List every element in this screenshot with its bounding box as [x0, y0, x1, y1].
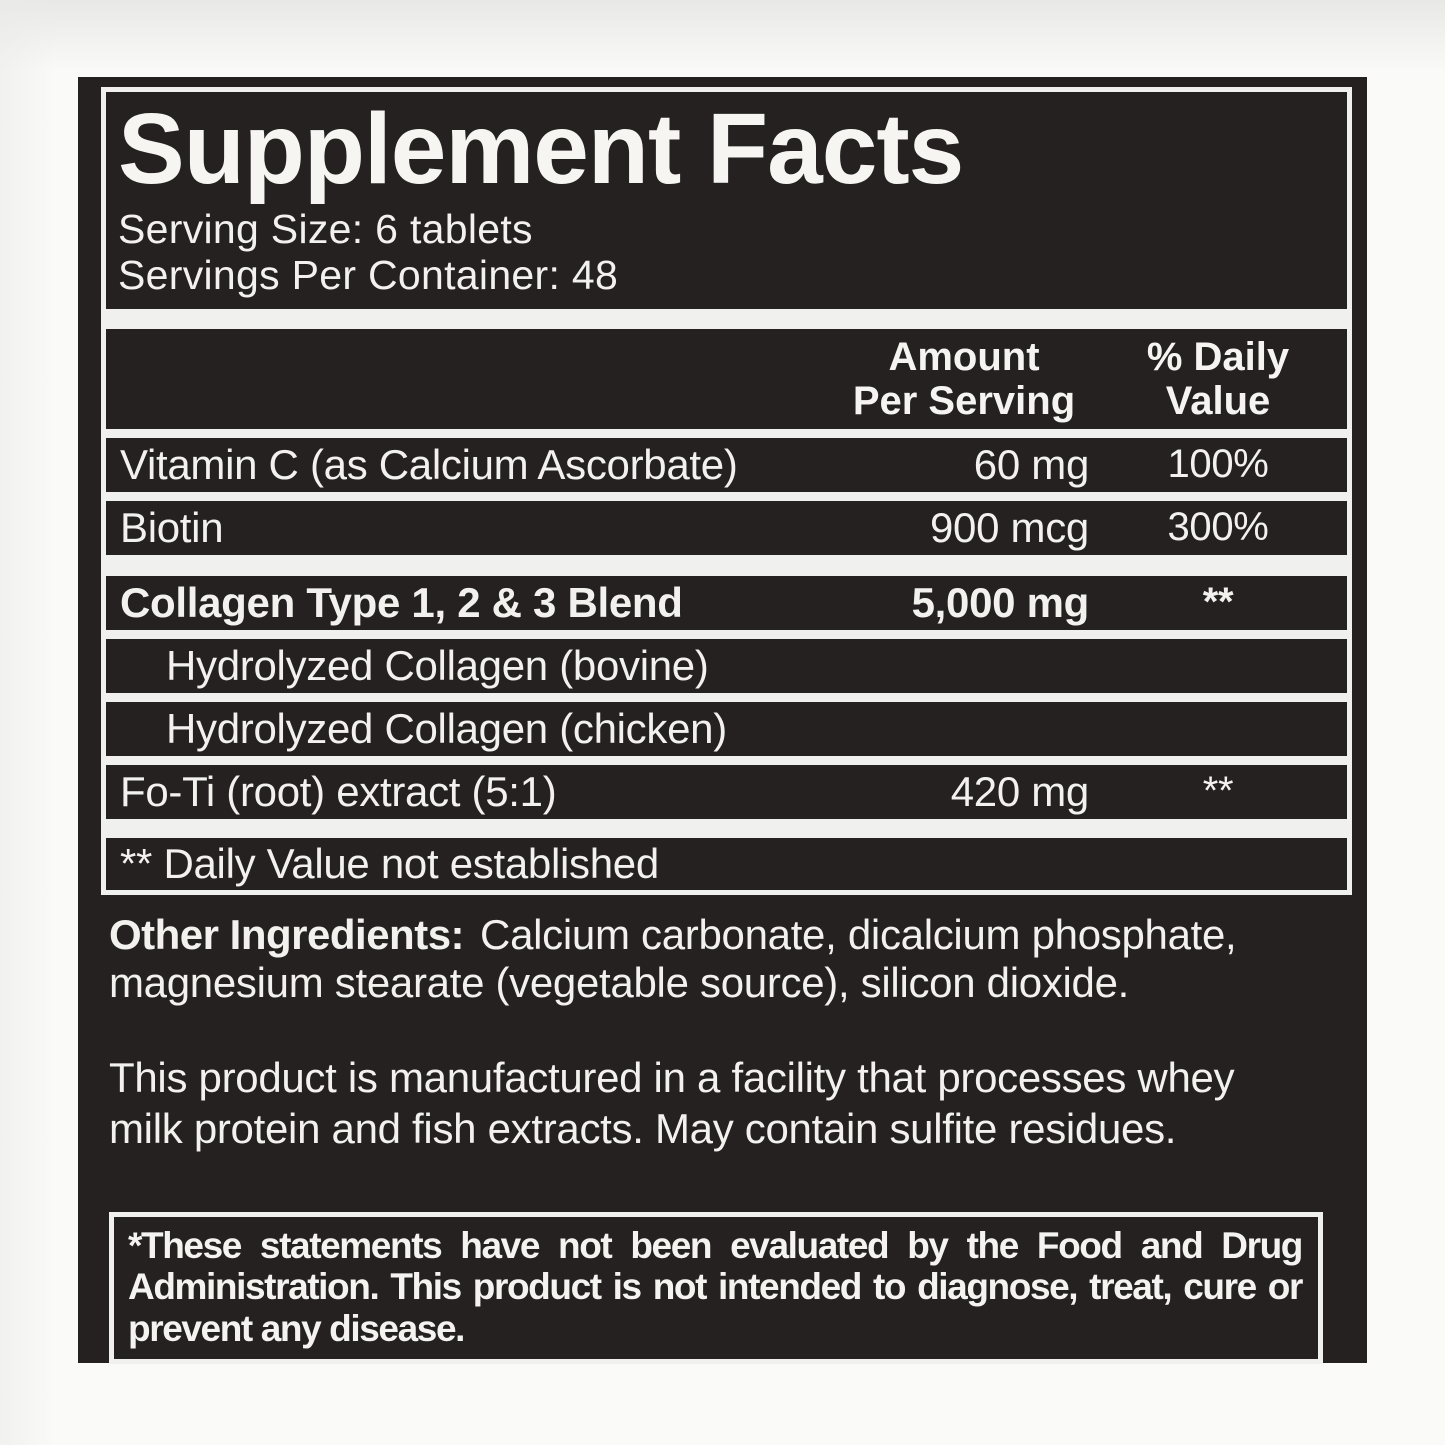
table-header-row: Amount Per Serving % Daily Value [106, 308, 1347, 429]
table-row: Hydrolyzed Collagen (bovine) [106, 629, 1347, 693]
row-dv: ** [1202, 580, 1234, 625]
other-ingredients-text: Calcium carbonate, dicalcium phosphate, … [109, 910, 1237, 1006]
page-title: Supplement Facts [118, 93, 964, 205]
ingredient-rows: Vitamin C (as Calcium Ascorbate) 60 mg 100… [106, 428, 1347, 819]
fda-disclaimer-box: *These statements have not been evaluate… [109, 1212, 1323, 1365]
row-amount: 5,000 mg [911, 578, 1090, 626]
row-name: Biotin [120, 503, 224, 551]
column-header-amount: Amount Per Serving [839, 335, 1089, 423]
table-row: Collagen Type 1, 2 & 3 Blend 5,000 mg ** [106, 554, 1347, 630]
row-dv: 100% [1167, 442, 1269, 487]
scan-artifact-top [0, 0, 1445, 72]
column-header-amount-line1: Amount [888, 334, 1040, 379]
table-row: Hydrolyzed Collagen (chicken) [106, 692, 1347, 756]
text-block: Other Ingredients: Calcium carbonate, dic… [101, 895, 1352, 1365]
supplement-facts-label: Supplement Facts Serving Size: 6 tablets… [78, 77, 1367, 1365]
row-amount: 900 mcg [930, 503, 1089, 551]
facts-table-frame: Supplement Facts Serving Size: 6 tablets… [101, 87, 1352, 895]
column-header-dv-line2: Value [1165, 378, 1271, 423]
row-name: Collagen Type 1, 2 & 3 Blend [120, 578, 683, 626]
row-name: Hydrolyzed Collagen (bovine) [166, 641, 709, 689]
other-ingredients-label: Other Ingredients: [109, 910, 465, 958]
row-amount: 420 mg [950, 767, 1090, 815]
row-amount: 60 mg [973, 440, 1090, 488]
title-block: Supplement Facts Serving Size: 6 tablets… [106, 92, 1347, 309]
serving-size: Serving Size: 6 tablets [118, 206, 533, 252]
row-name: Vitamin C (as Calcium Ascorbate) [120, 440, 738, 488]
row-dv: ** [1202, 769, 1234, 814]
fda-disclaimer-text: *These statements have not been evaluate… [128, 1225, 1303, 1349]
allergen-statement: This product is manufactured in a facili… [109, 1054, 1235, 1152]
row-name: Hydrolyzed Collagen (chicken) [166, 704, 727, 752]
daily-value-footnote: ** Daily Value not established [106, 818, 1347, 890]
table-row: Biotin 900 mcg 300% [106, 491, 1347, 555]
row-dv: 300% [1167, 505, 1269, 550]
table-row: Vitamin C (as Calcium Ascorbate) 60 mg 100… [106, 428, 1347, 492]
column-header-amount-line2: Per Serving [852, 378, 1076, 423]
servings-per-container: Servings Per Container: 48 [118, 252, 619, 299]
scan-artifact-left [0, 0, 55, 1445]
column-header-dv-line1: % Daily [1146, 334, 1290, 379]
table-row: Fo-Ti (root) extract (5:1) 420 mg ** [106, 755, 1347, 819]
row-name: Fo-Ti (root) extract (5:1) [120, 767, 557, 815]
column-header-daily-value: % Daily Value [1089, 335, 1347, 423]
other-ingredients: Other Ingredients: Calcium carbonate, dic… [109, 911, 1299, 1008]
